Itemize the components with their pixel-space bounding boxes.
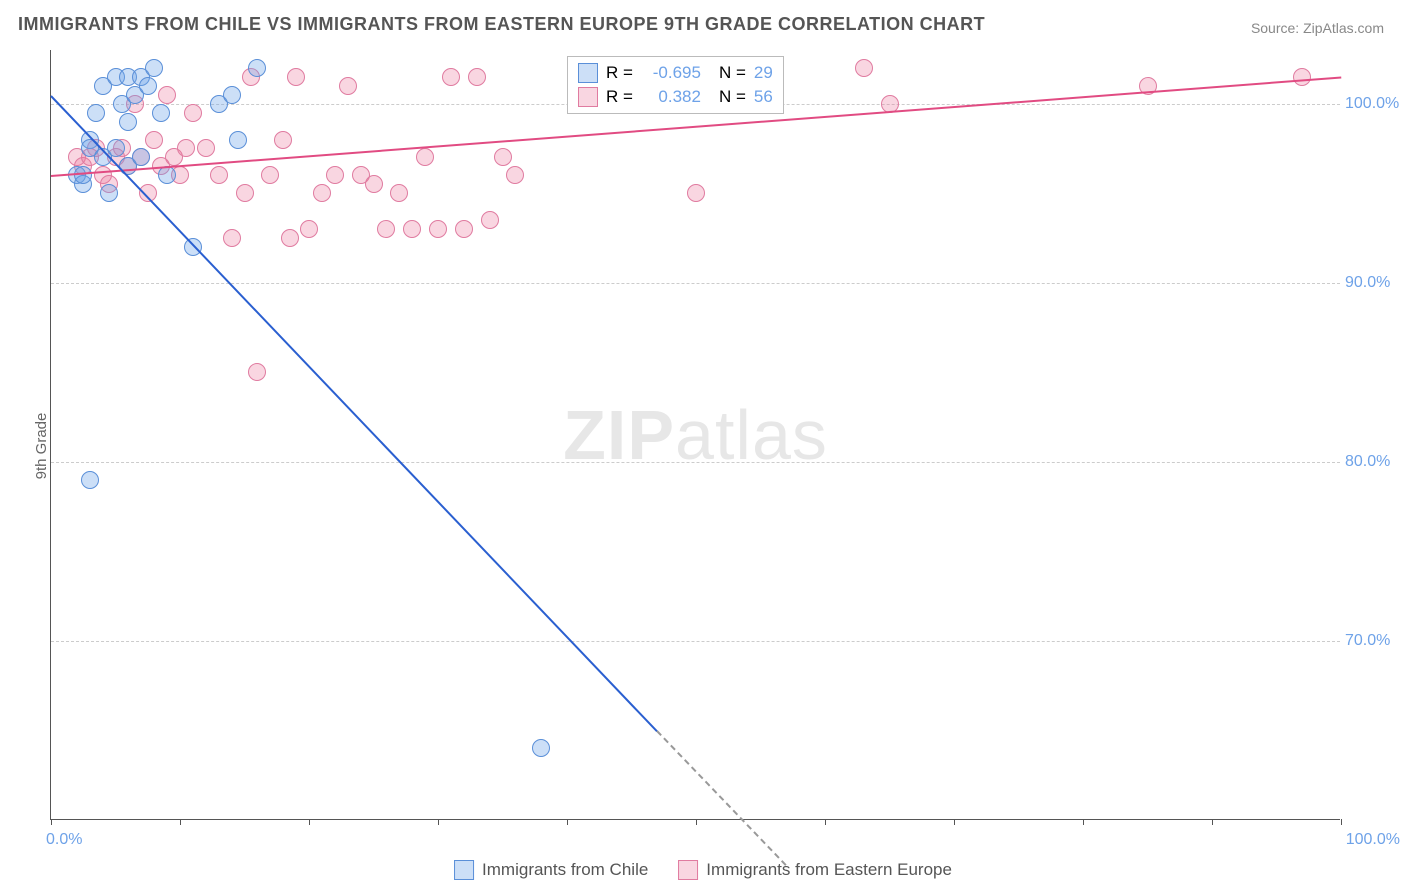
stat-row-2: R = 0.382 N = 56 — [578, 85, 773, 109]
trendline-series1 — [50, 95, 658, 732]
stat-r-label: R = — [606, 85, 633, 109]
y-tick-label: 80.0% — [1345, 453, 1405, 471]
data-point-series1 — [223, 86, 241, 104]
gridline — [51, 462, 1340, 463]
stat-row-1: R = -0.695 N = 29 — [578, 61, 773, 85]
gridline — [51, 641, 1340, 642]
data-point-series1 — [158, 166, 176, 184]
data-point-series2 — [248, 363, 266, 381]
x-tick — [51, 819, 52, 825]
x-label-right: 100.0% — [1346, 831, 1400, 849]
legend-label-2: Immigrants from Eastern Europe — [706, 860, 952, 880]
data-point-series2 — [261, 166, 279, 184]
data-point-series2 — [326, 166, 344, 184]
data-point-series2 — [287, 68, 305, 86]
data-point-series2 — [455, 220, 473, 238]
data-point-series2 — [210, 166, 228, 184]
legend-item-1: Immigrants from Chile — [454, 860, 648, 880]
source-label: Source: — [1251, 20, 1303, 36]
stat-n-label: N = — [719, 61, 746, 85]
data-point-series2 — [339, 77, 357, 95]
data-point-series2 — [158, 86, 176, 104]
stat-swatch-1 — [578, 63, 598, 83]
data-point-series2 — [300, 220, 318, 238]
y-tick-label: 100.0% — [1345, 95, 1405, 113]
x-label-left: 0.0% — [46, 831, 82, 849]
stat-n-2: 56 — [754, 85, 773, 109]
plot-area: ZIPatlas 70.0%80.0%90.0%100.0%0.0%100.0%… — [50, 50, 1340, 820]
data-point-series2 — [403, 220, 421, 238]
data-point-series2 — [390, 184, 408, 202]
data-point-series1 — [81, 471, 99, 489]
data-point-series2 — [281, 229, 299, 247]
legend-label-1: Immigrants from Chile — [482, 860, 648, 880]
data-point-series1 — [132, 148, 150, 166]
data-point-series2 — [184, 104, 202, 122]
source-attribution: Source: ZipAtlas.com — [1251, 20, 1384, 36]
stat-r-1: -0.695 — [641, 61, 701, 85]
x-tick — [438, 819, 439, 825]
data-point-series1 — [74, 166, 92, 184]
data-point-series1 — [87, 104, 105, 122]
data-point-series2 — [442, 68, 460, 86]
y-tick-label: 70.0% — [1345, 632, 1405, 650]
data-point-series2 — [365, 175, 383, 193]
stat-swatch-2 — [578, 87, 598, 107]
data-point-series2 — [506, 166, 524, 184]
data-point-series1 — [229, 131, 247, 149]
data-point-series1 — [532, 739, 550, 757]
data-point-series1 — [152, 104, 170, 122]
data-point-series2 — [177, 139, 195, 157]
x-tick — [1083, 819, 1084, 825]
stat-r-2: 0.382 — [641, 85, 701, 109]
data-point-series2 — [197, 139, 215, 157]
legend: Immigrants from Chile Immigrants from Ea… — [454, 860, 952, 880]
x-tick — [1341, 819, 1342, 825]
trendline-series1-dashed — [657, 731, 787, 867]
data-point-series2 — [687, 184, 705, 202]
y-tick-label: 90.0% — [1345, 274, 1405, 292]
legend-item-2: Immigrants from Eastern Europe — [678, 860, 952, 880]
data-point-series1 — [139, 77, 157, 95]
x-tick — [309, 819, 310, 825]
data-point-series2 — [855, 59, 873, 77]
data-point-series2 — [429, 220, 447, 238]
data-point-series2 — [236, 184, 254, 202]
data-point-series2 — [416, 148, 434, 166]
data-point-series2 — [145, 131, 163, 149]
data-point-series2 — [494, 148, 512, 166]
source-value: ZipAtlas.com — [1303, 20, 1384, 36]
x-tick — [954, 819, 955, 825]
data-point-series1 — [119, 113, 137, 131]
data-point-series1 — [248, 59, 266, 77]
legend-swatch-1 — [454, 860, 474, 880]
data-point-series2 — [223, 229, 241, 247]
x-tick — [825, 819, 826, 825]
stat-n-label: N = — [719, 85, 746, 109]
stat-r-label: R = — [606, 61, 633, 85]
data-point-series2 — [377, 220, 395, 238]
correlation-stats-box: R = -0.695 N = 29 R = 0.382 N = 56 — [567, 56, 784, 114]
data-point-series2 — [468, 68, 486, 86]
y-axis-label: 9th Grade — [33, 413, 50, 480]
data-point-series1 — [100, 184, 118, 202]
x-tick — [567, 819, 568, 825]
x-tick — [180, 819, 181, 825]
data-point-series2 — [481, 211, 499, 229]
x-tick — [696, 819, 697, 825]
x-tick — [1212, 819, 1213, 825]
data-point-series2 — [274, 131, 292, 149]
data-point-series2 — [313, 184, 331, 202]
data-point-series1 — [145, 59, 163, 77]
gridline — [51, 283, 1340, 284]
data-point-series2 — [1293, 68, 1311, 86]
legend-swatch-2 — [678, 860, 698, 880]
stat-n-1: 29 — [754, 61, 773, 85]
chart-title: IMMIGRANTS FROM CHILE VS IMMIGRANTS FROM… — [18, 14, 985, 35]
